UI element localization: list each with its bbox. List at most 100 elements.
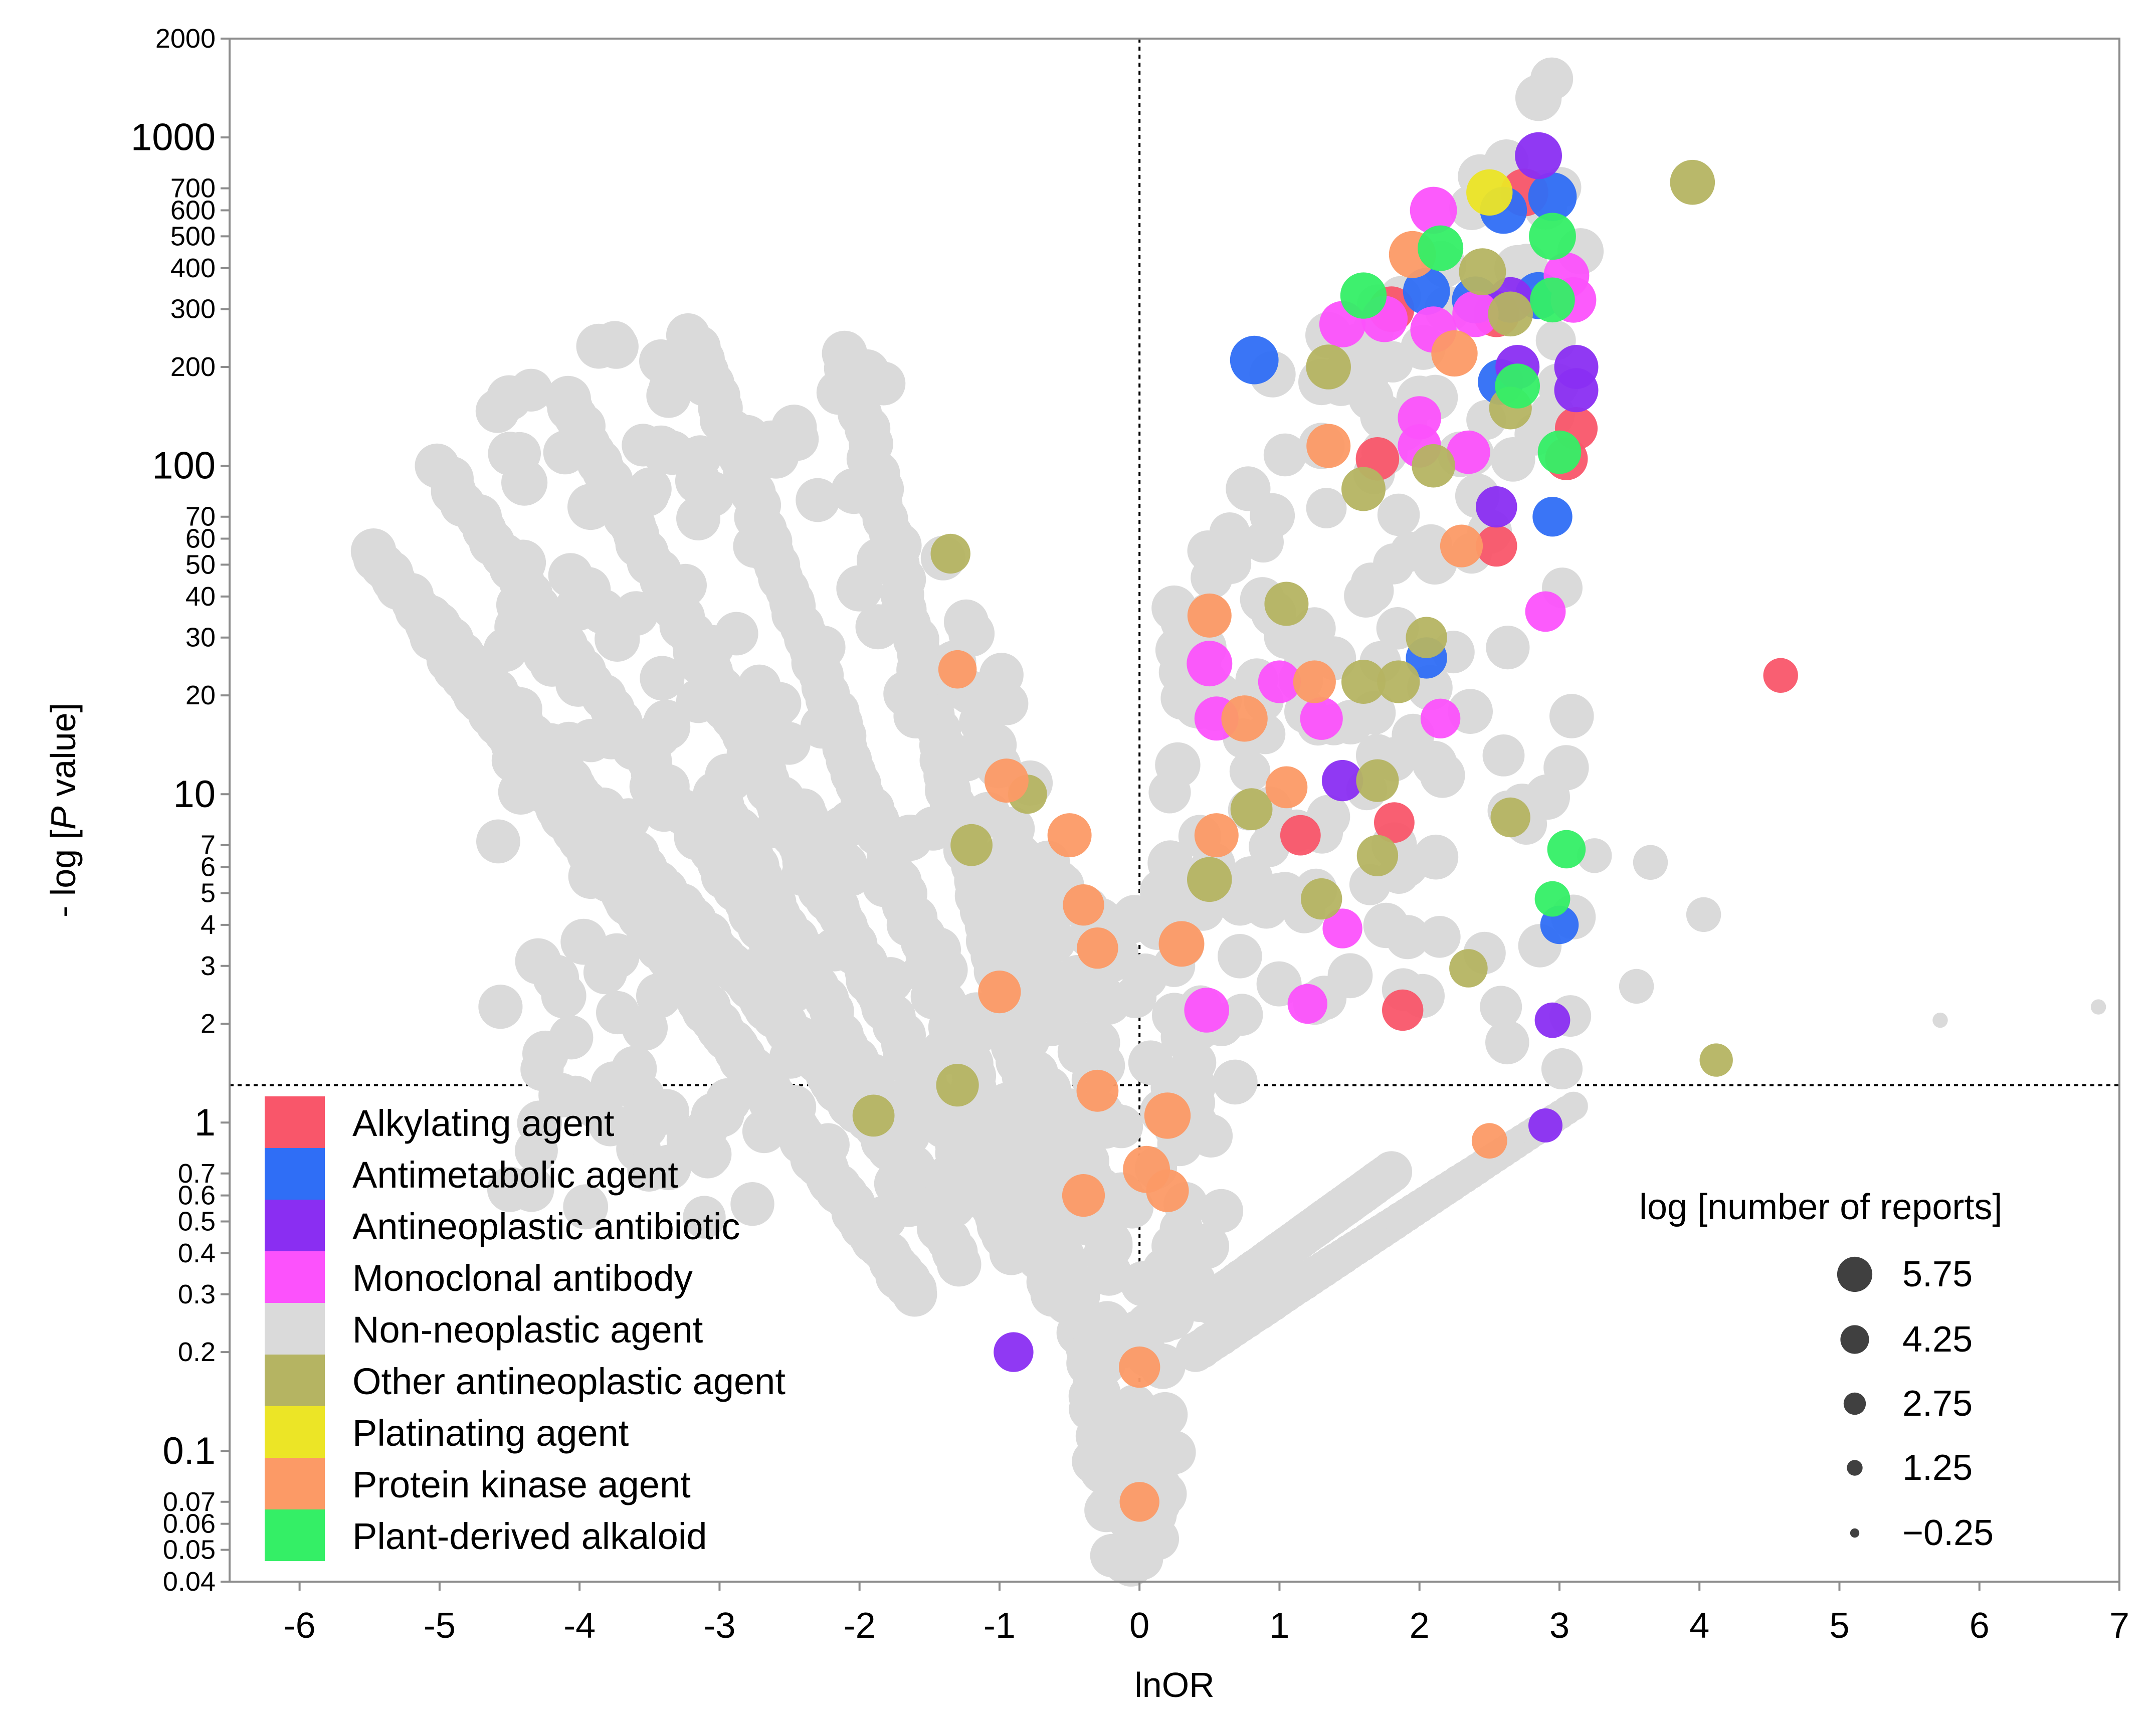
point-non-neoplastic-agent [1515, 75, 1562, 121]
point-non-neoplastic-agent [1482, 734, 1525, 777]
point-non-neoplastic-agent [676, 496, 720, 540]
point-plant-derived-alkaloid [1547, 830, 1586, 869]
point-non-neoplastic-agent [960, 861, 1006, 906]
point-non-neoplastic-agent [886, 903, 930, 946]
point-non-neoplastic-agent [1069, 1388, 1112, 1431]
point-protein-kinase-agent [984, 758, 1029, 803]
point-plant-derived-alkaloid [1418, 225, 1464, 271]
point-antimetabolic-agent [1528, 172, 1577, 221]
point-non-neoplastic-agent [676, 679, 721, 723]
category-legend: Alkylating agent Antimetabolic agent Antin… [265, 1096, 786, 1561]
point-non-neoplastic-agent [796, 478, 840, 522]
point-non-neoplastic-agent [1413, 834, 1459, 880]
y-tick-label: 0.04 [163, 1567, 216, 1597]
legend-swatch [265, 1458, 325, 1509]
point-monoclonal-antibody [1258, 660, 1301, 703]
point-non-neoplastic-agent [883, 671, 929, 717]
point-antineoplastic-antibiotic [1534, 1002, 1571, 1038]
size-legend-label: −0.25 [1902, 1513, 1994, 1553]
legend-swatch [265, 1509, 325, 1561]
y-tick-label: 500 [170, 221, 216, 251]
x-tick-label: 0 [1129, 1606, 1149, 1646]
point-alkylating-agent [1382, 989, 1424, 1031]
y-tick-label: 400 [170, 253, 216, 283]
point-non-neoplastic-agent [480, 682, 525, 727]
legend-swatch [265, 1200, 325, 1251]
point-non-neoplastic-agent [1490, 437, 1535, 482]
point-non-neoplastic-agent [892, 1272, 937, 1317]
point-non-neoplastic-agent [1229, 750, 1271, 792]
point-platinating-agent [1466, 169, 1513, 216]
point-non-neoplastic-agent [1419, 916, 1461, 958]
point-non-neoplastic-agent [771, 1085, 817, 1129]
point-non-neoplastic-agent [830, 751, 876, 797]
point-non-neoplastic-agent [855, 604, 901, 650]
point-non-neoplastic-agent [1370, 1151, 1413, 1193]
point-non-neoplastic-agent [862, 863, 906, 907]
point-non-neoplastic-agent [1187, 530, 1228, 571]
legend-swatch [265, 1251, 325, 1303]
legend-label: Alkylating agent [352, 1102, 615, 1144]
y-tick-label: 7 [201, 830, 216, 860]
point-non-neoplastic-agent [1264, 615, 1308, 659]
x-tick-label: -1 [984, 1606, 1016, 1646]
point-non-neoplastic-agent [543, 430, 587, 475]
series-platinating-agent [1466, 169, 1513, 216]
y-tick-label: 0.06 [163, 1509, 216, 1539]
point-non-neoplastic-agent [1099, 1104, 1143, 1149]
size-legend-marker [1847, 1460, 1863, 1476]
point-non-neoplastic-agent [714, 612, 758, 656]
point-antimetabolic-agent [1230, 335, 1279, 385]
point-non-neoplastic-agent [1042, 991, 1088, 1037]
point-non-neoplastic-agent [527, 723, 573, 769]
point-non-neoplastic-agent [515, 938, 561, 985]
point-other-antineoplastic-agent [1187, 857, 1232, 902]
point-protein-kinase-agent [1144, 1092, 1191, 1139]
x-tick-label: 2 [1410, 1606, 1430, 1646]
point-non-neoplastic-agent [766, 939, 810, 984]
point-protein-kinase-agent [1431, 330, 1478, 377]
series-non-neoplastic-agent [350, 57, 2106, 1587]
point-non-neoplastic-agent [836, 565, 883, 612]
point-non-neoplastic-agent [985, 682, 1029, 725]
point-other-antineoplastic-agent [1356, 759, 1399, 802]
point-other-antineoplastic-agent [1449, 949, 1488, 988]
point-plant-derived-alkaloid [1340, 272, 1387, 319]
y-tick-label: 20 [185, 680, 216, 710]
point-other-antineoplastic-agent [852, 1094, 895, 1137]
point-non-neoplastic-agent [813, 928, 856, 972]
point-protein-kinase-agent [1119, 1346, 1160, 1388]
point-non-neoplastic-agent [1072, 1322, 1118, 1368]
point-non-neoplastic-agent [771, 1032, 816, 1076]
point-non-neoplastic-agent [581, 787, 626, 832]
y-tick-label: 4 [201, 910, 216, 940]
point-plant-derived-alkaloid [1530, 277, 1575, 323]
y-axis-title-italic: P [44, 806, 83, 830]
point-plant-derived-alkaloid [1495, 363, 1540, 409]
point-non-neoplastic-agent [742, 1109, 787, 1154]
point-non-neoplastic-agent [972, 722, 1017, 768]
point-monoclonal-antibody [1187, 641, 1233, 687]
y-tick-label: 30 [185, 623, 216, 653]
point-protein-kinase-agent [1077, 927, 1118, 969]
point-non-neoplastic-agent [614, 591, 659, 636]
y-tick-label: 200 [170, 352, 216, 382]
point-non-neoplastic-agent [664, 563, 707, 607]
point-non-neoplastic-agent [548, 553, 593, 598]
point-non-neoplastic-agent [1263, 433, 1307, 477]
point-other-antineoplastic-agent [1488, 291, 1533, 337]
legend-swatch [265, 1096, 325, 1148]
x-tick-label: -3 [703, 1606, 735, 1646]
point-non-neoplastic-agent [1148, 771, 1191, 814]
point-non-neoplastic-agent [588, 1102, 632, 1147]
point-non-neoplastic-agent [1102, 1540, 1146, 1583]
point-other-antineoplastic-agent [1459, 248, 1506, 295]
size-legend-title: log [number of reports] [1639, 1187, 2002, 1227]
series-other-antineoplastic-agent [852, 159, 1733, 1137]
point-non-neoplastic-agent [936, 1242, 982, 1287]
size-legend-label: 4.25 [1902, 1319, 1973, 1360]
point-non-neoplastic-agent [640, 656, 685, 701]
size-legend-marker [1837, 1256, 1873, 1292]
y-tick-label: 1000 [131, 116, 216, 159]
x-tick-label: 5 [1829, 1606, 1849, 1646]
